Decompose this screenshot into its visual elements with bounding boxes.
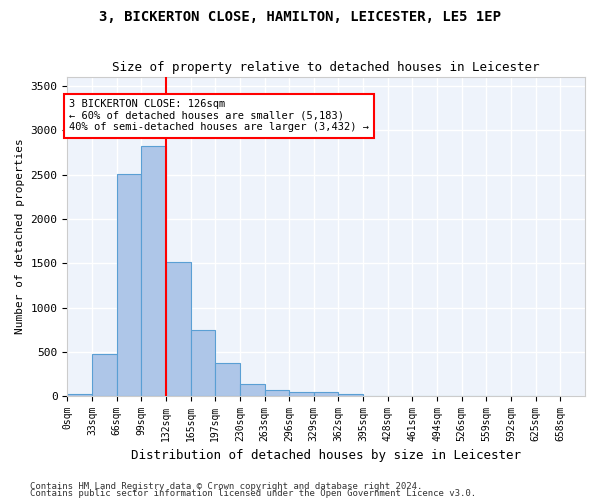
Bar: [215, 362, 240, 396]
Bar: [314, 392, 338, 396]
Bar: [191, 330, 215, 396]
Bar: [141, 146, 166, 396]
Text: 3, BICKERTON CLOSE, HAMILTON, LEICESTER, LE5 1EP: 3, BICKERTON CLOSE, HAMILTON, LEICESTER,…: [99, 10, 501, 24]
Bar: [116, 174, 141, 396]
Bar: [265, 390, 289, 396]
X-axis label: Distribution of detached houses by size in Leicester: Distribution of detached houses by size …: [131, 450, 521, 462]
Bar: [166, 262, 191, 396]
Title: Size of property relative to detached houses in Leicester: Size of property relative to detached ho…: [112, 62, 540, 74]
Bar: [240, 384, 265, 396]
Bar: [67, 394, 92, 396]
Bar: [92, 354, 116, 396]
Bar: [289, 392, 314, 396]
Text: 3 BICKERTON CLOSE: 126sqm
← 60% of detached houses are smaller (5,183)
40% of se: 3 BICKERTON CLOSE: 126sqm ← 60% of detac…: [69, 99, 369, 132]
Y-axis label: Number of detached properties: Number of detached properties: [15, 138, 25, 334]
Text: Contains HM Land Registry data © Crown copyright and database right 2024.: Contains HM Land Registry data © Crown c…: [30, 482, 422, 491]
Text: Contains public sector information licensed under the Open Government Licence v3: Contains public sector information licen…: [30, 489, 476, 498]
Bar: [338, 394, 363, 396]
